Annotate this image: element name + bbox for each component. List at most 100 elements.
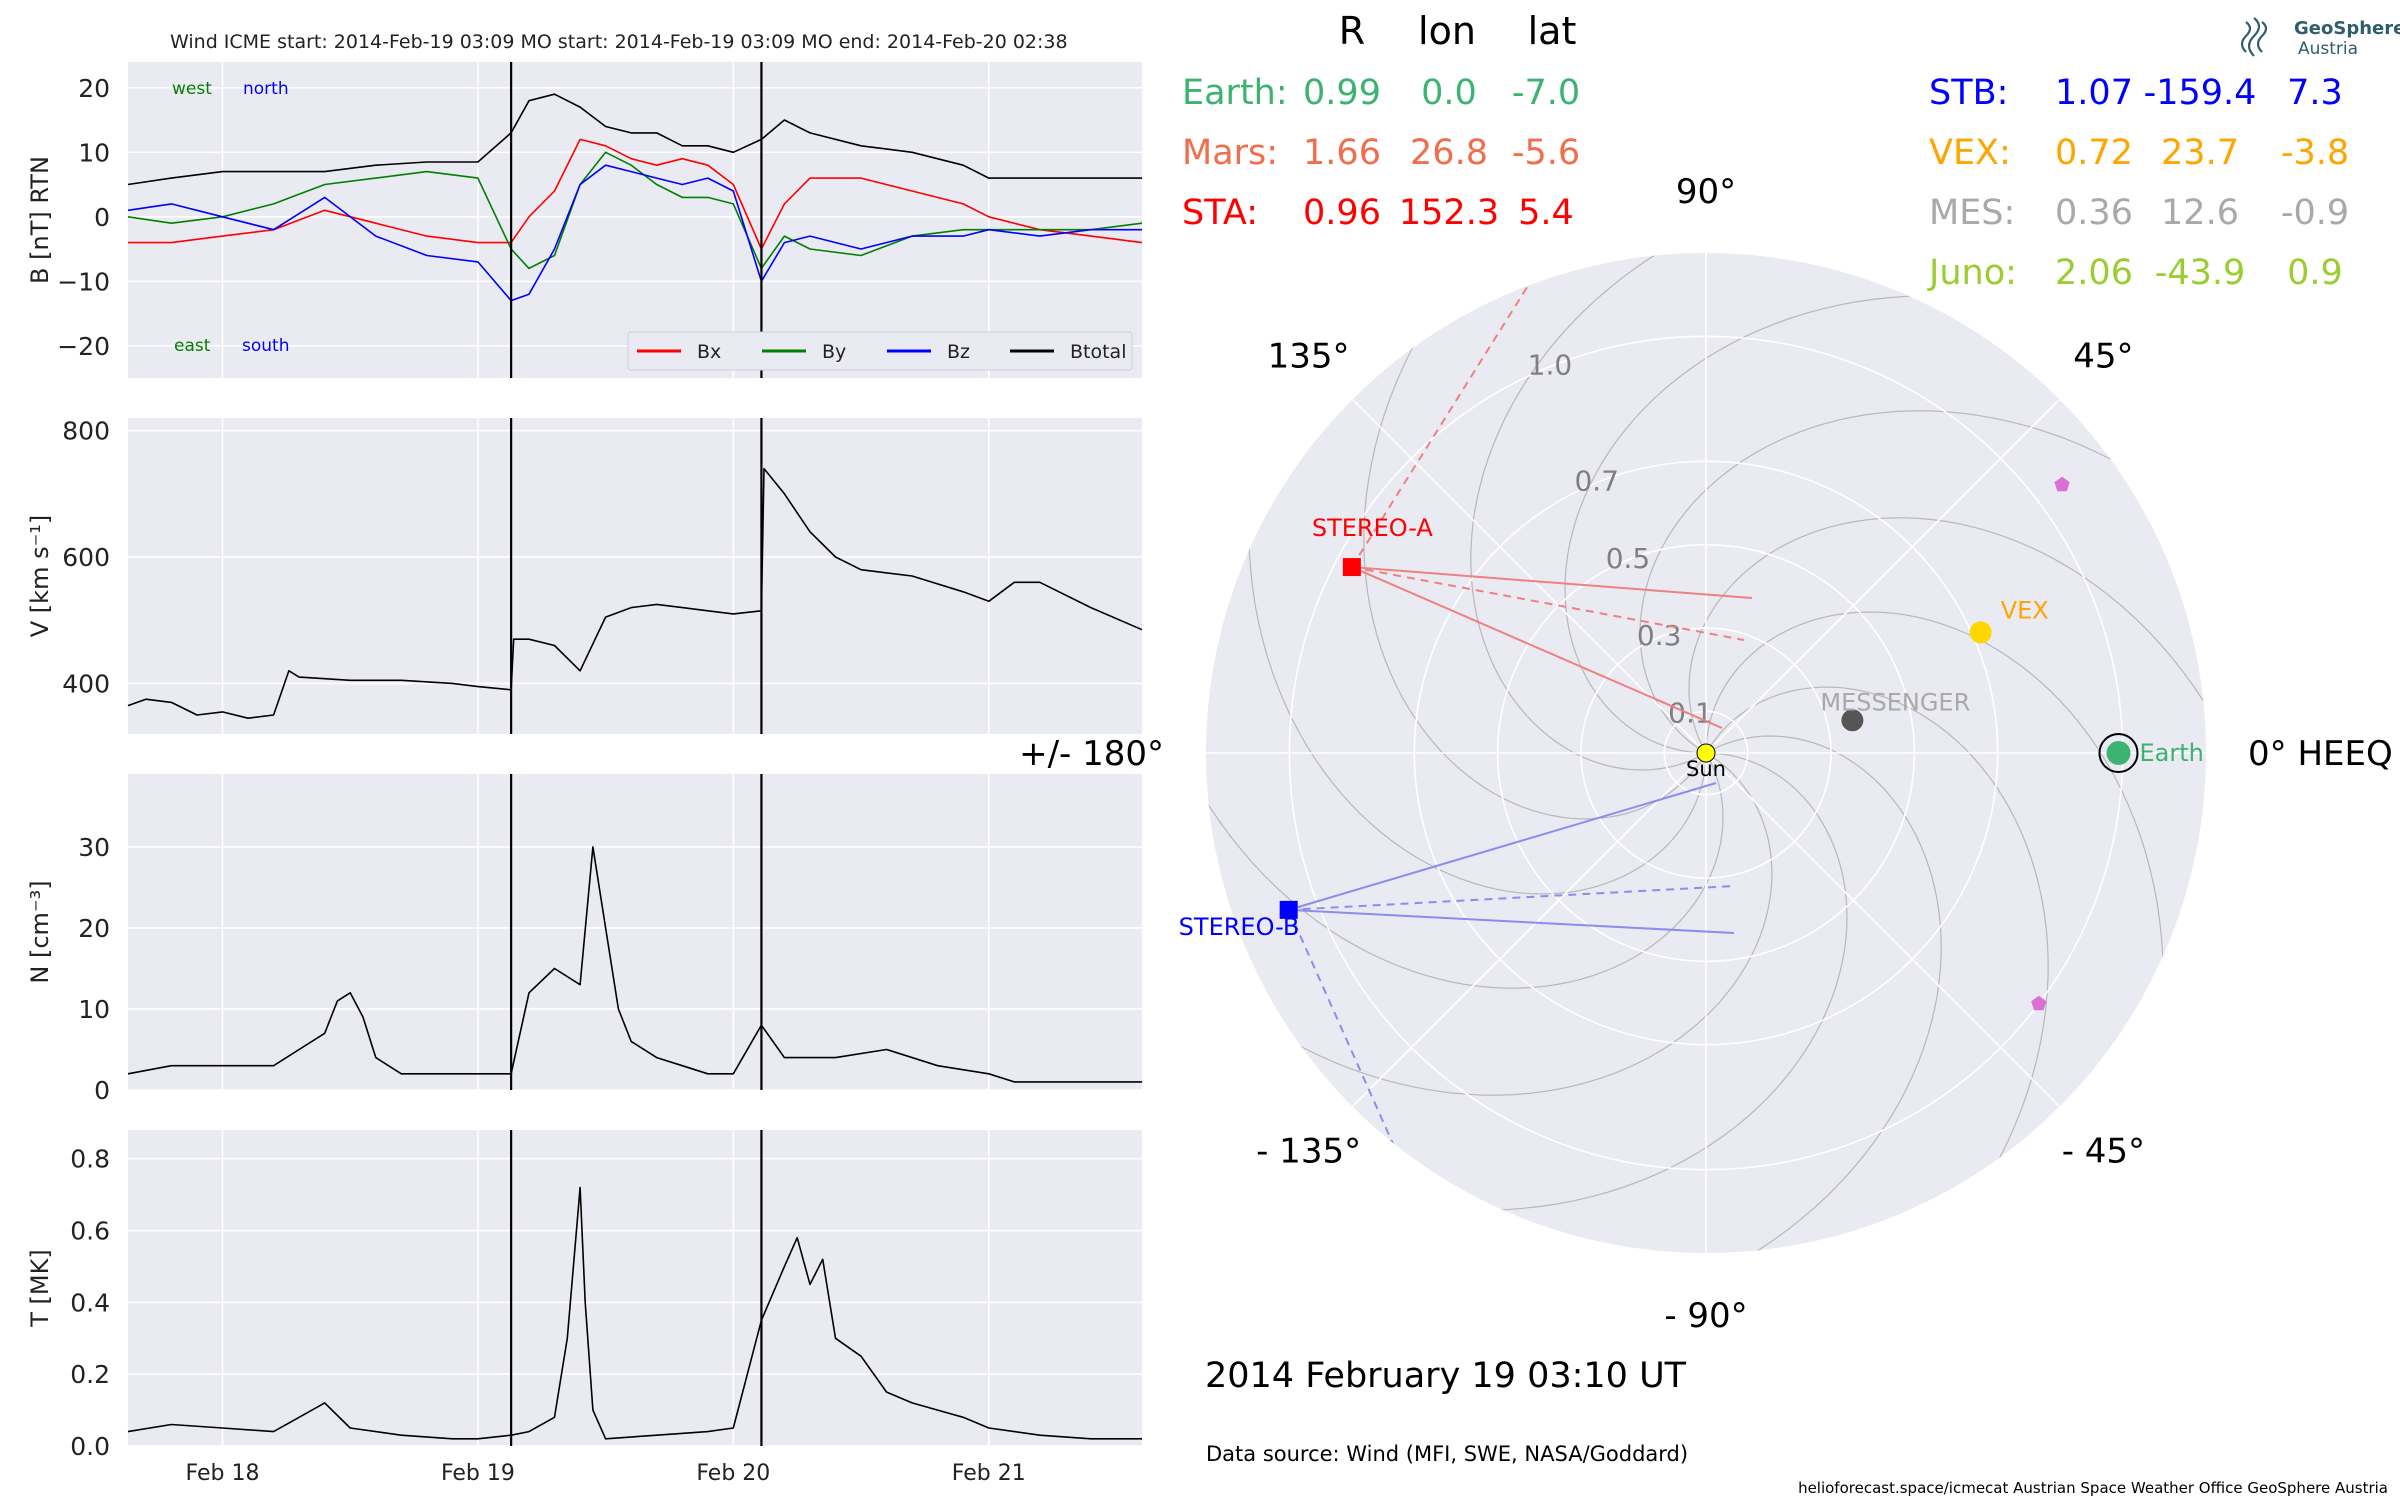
stereo-b-fov-line [1288,885,1735,911]
legend-label-btotal: Btotal [1070,341,1126,363]
value-r: 1.07 [2055,73,2133,113]
earth-marker [2106,741,2131,765]
radius-gridline [1496,543,1916,963]
legend-label-by: By [822,341,846,363]
body-name: Earth: [1182,73,1288,113]
annotation-south: south [242,336,289,356]
series-line-data [127,846,1142,1083]
body-name: Juno: [1927,253,2017,293]
ytick-label: 0.2 [70,1360,110,1389]
xtick-label: Feb 21 [952,1461,1026,1486]
data-source: Data source: Wind (MFI, SWE, NASA/Goddar… [1206,1442,1688,1466]
ytick-label: 600 [62,543,110,572]
radius-gridline [1413,460,1999,1046]
angle-label: +/- 180° [1019,734,1164,774]
table-row-stb: STB: 1.07 -159.4 7.3 [1929,73,2343,113]
series-line-bz [127,164,1142,302]
value-r: 0.99 [1303,73,1381,113]
parker-spiral [1634,735,1942,1253]
table-row-earth: Earth: 0.99 0.0 -7.0 [1182,73,1580,113]
parker-spiral [1470,253,1778,771]
plot-area [128,62,1142,378]
table-header-lon: lon [1418,9,1476,53]
value-lat: 0.9 [2287,253,2343,293]
xtick-label: Feb 20 [696,1461,770,1486]
value-lon: 26.8 [1410,133,1488,173]
stereo-b-marker [1279,900,1298,919]
parker-spiral [1367,752,1848,1211]
stereo-a-fov-line [1351,566,1745,641]
legend-label-bx: Bx [697,341,721,363]
table-header-lat: lat [1528,9,1577,53]
value-lon: 12.6 [2161,193,2239,233]
stereo-fov-lines [1287,272,1753,1174]
series-line-btotal [127,93,1142,186]
plot-area [128,418,1142,734]
ytick-label: 10 [78,995,110,1024]
body-name: MES: [1929,193,2015,233]
body-name: STB: [1929,73,2008,113]
value-r: 2.06 [2055,253,2133,293]
ytick-label: 0.4 [70,1288,110,1317]
stereo-a-marker [1342,558,1361,577]
parker-spiral [1206,681,1724,989]
value-r: 0.72 [2055,133,2133,173]
value-lat: -7.0 [1512,73,1580,113]
angle-label: 0° HEEQ [2248,734,2393,774]
stereo-b-fov-line [1288,782,1717,911]
panel-3: 30 20 10 0 N [cm⁻³] [26,774,1142,1105]
value-r: 1.66 [1303,133,1381,173]
sun-label: Sun [1686,757,1726,781]
parker-spirals [1206,253,2206,1253]
angle-label: - 135° [1256,1131,1361,1171]
annotation-east: east [174,336,211,356]
ytick-label: 10 [78,138,110,167]
timestamp: 2014 February 19 03:10 UT [1205,1356,1687,1396]
annotation-west: west [172,79,212,99]
radius-label: 0.7 [1574,465,1619,498]
parker-spiral [1639,410,2206,754]
geosphere-logo: GeoSphere Austria [2240,17,2400,59]
parker-spiral [1363,253,1707,820]
series-line-data [127,1186,1142,1440]
value-lon: 0.0 [1421,73,1477,113]
ytick-label: −10 [57,267,110,296]
radius-gridline [1580,627,1832,879]
value-r: 0.96 [1303,193,1381,233]
timeseries-panels: 20 10 0 −10 −20 B [nT] RTN west north east south B… [26,62,1143,1486]
table-row-mars: Mars: 1.66 26.8 -5.6 [1182,133,1580,173]
juno-marker [2031,995,2047,1011]
mars-marker [2054,476,2070,492]
table-row-juno: Juno: 2.06 -43.9 0.9 [1927,253,2343,293]
series-line-data [127,467,1143,720]
angle-label: 135° [1268,337,1350,377]
body-name: VEX: [1929,133,2011,173]
parker-spiral [1688,517,2206,825]
ytick-label: 400 [62,669,110,698]
sun-marker [1696,743,1716,763]
xtick-label: Feb 18 [186,1461,260,1486]
y-axis-label: V [km s⁻¹] [26,515,54,637]
logo-text-line1: GeoSphere [2294,18,2400,39]
y-axis-label: N [cm⁻³] [26,880,54,983]
annotation-north: north [243,79,289,99]
panel-1: 20 10 0 −10 −20 B [nT] RTN west north east south B… [26,62,1143,378]
logo-waves-icon [2240,17,2268,57]
angle-label: - 45° [2062,1131,2145,1171]
value-lon: -43.9 [2155,253,2246,293]
xtick-label: Feb 19 [441,1461,515,1486]
vex-label: VEX [2001,596,2049,624]
ytick-label: −20 [57,332,110,361]
logo-text-line2: Austria [2298,39,2358,59]
value-lat: -3.8 [2281,133,2349,173]
stereo-b-fov-line [1287,909,1407,1174]
messenger-marker [1841,709,1864,732]
value-lon: -159.4 [2144,73,2257,113]
ytick-label: 0.8 [70,1145,110,1174]
parker-spiral [1206,752,1773,1096]
angle-label: 45° [2073,337,2133,377]
table-row-vex: VEX: 0.72 23.7 -3.8 [1929,133,2349,173]
